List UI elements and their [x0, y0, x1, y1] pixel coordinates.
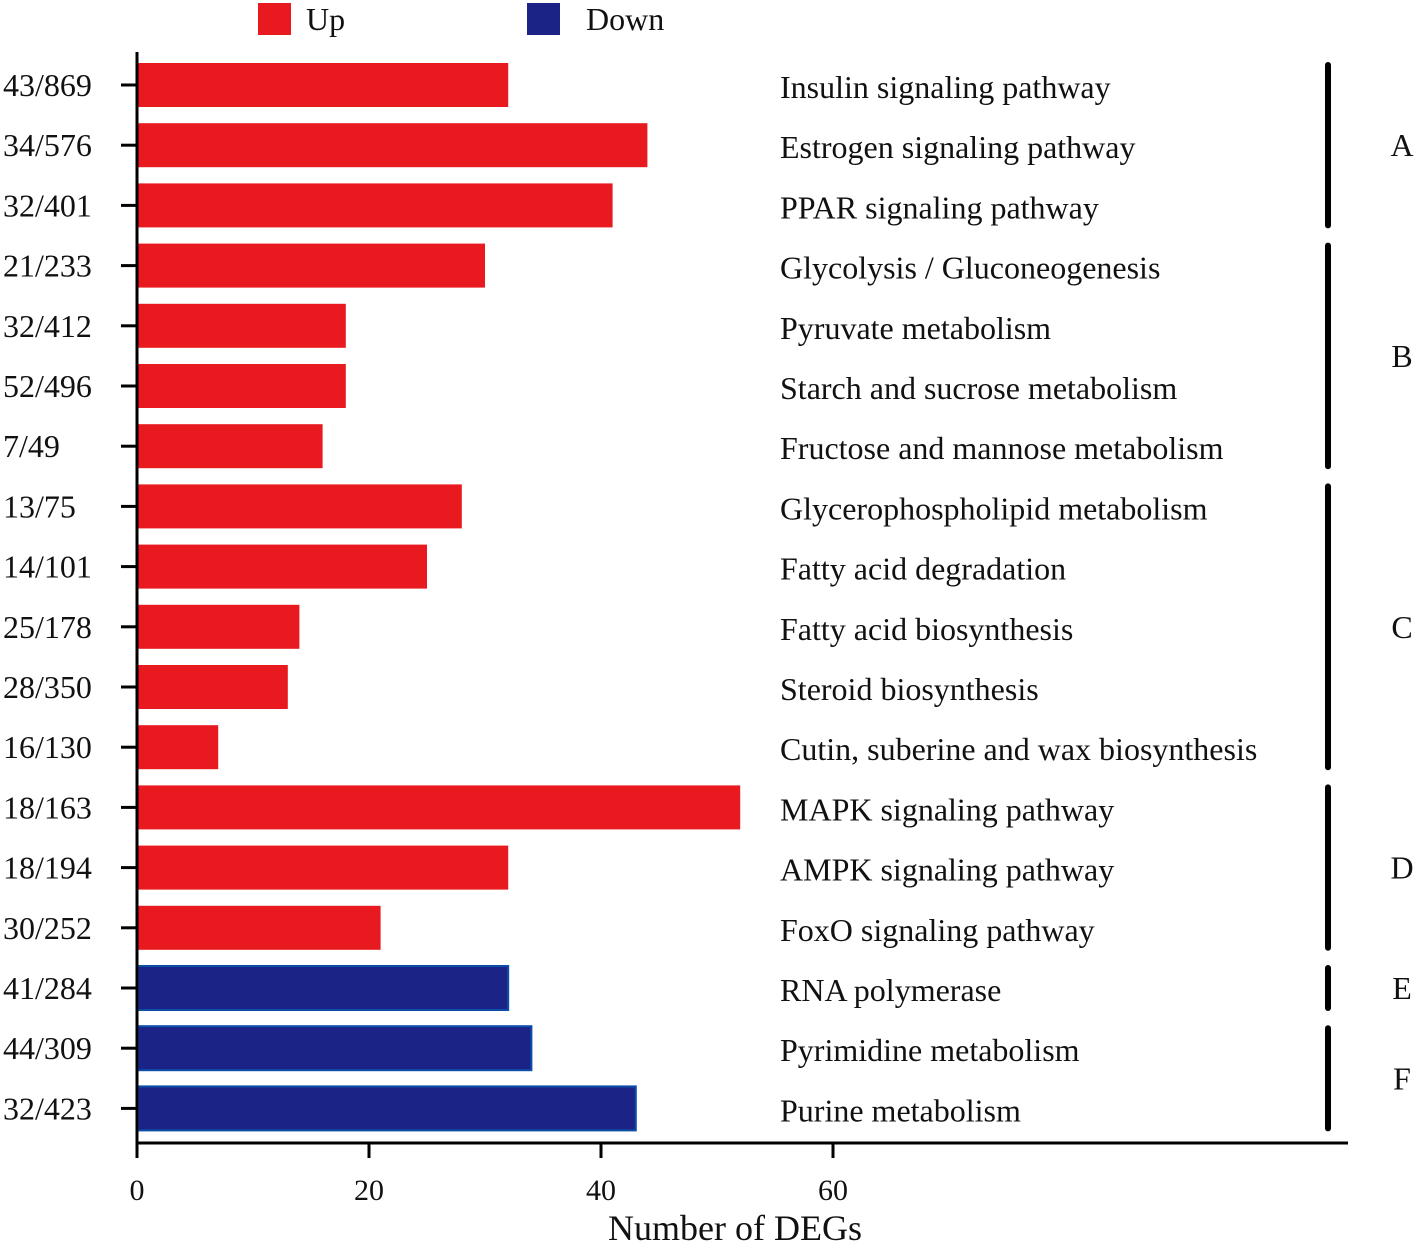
bar — [138, 604, 300, 649]
legend-label-up: Up — [306, 1, 345, 37]
ratio-label: 34/576 — [3, 127, 92, 163]
axes — [121, 52, 1348, 1145]
bar — [138, 424, 323, 469]
bar — [138, 905, 381, 950]
ratio-label: 41/284 — [3, 970, 92, 1006]
ratio-label: 30/252 — [3, 910, 92, 946]
pathway-label: AMPK signaling pathway — [780, 852, 1114, 888]
pathway-label: MAPK signaling pathway — [780, 791, 1114, 827]
x-ticks: 0 20 40 60 — [130, 1143, 848, 1207]
x-tick-label: 20 — [354, 1174, 384, 1207]
pathway-label: Estrogen signaling pathway — [780, 129, 1135, 165]
pathway-label: Steroid biosynthesis — [780, 671, 1039, 707]
ratio-label: 16/130 — [3, 729, 92, 765]
ratio-label: 18/163 — [3, 789, 92, 825]
ratio-label: 25/178 — [3, 609, 92, 645]
bar — [138, 845, 509, 890]
legend: Up Down — [258, 1, 664, 37]
pathway-label: Fructose and mannose metabolism — [780, 430, 1224, 466]
x-tick-label: 60 — [818, 1174, 848, 1207]
bar — [138, 63, 509, 107]
x-tick-label: 40 — [586, 1174, 616, 1207]
pathway-labels: Insulin signaling pathway Estrogen signal… — [780, 69, 1257, 1128]
pathway-label: Insulin signaling pathway — [780, 69, 1111, 105]
pathway-label: PPAR signaling pathway — [780, 189, 1099, 225]
bar — [138, 484, 462, 529]
group-label-a: A — [1390, 127, 1413, 163]
bar — [137, 1025, 533, 1072]
pathway-label: Purine metabolism — [780, 1092, 1021, 1128]
ratio-label: 28/350 — [3, 669, 92, 705]
pathway-label: Glycolysis / Gluconeogenesis — [780, 250, 1160, 286]
group-label-d: D — [1390, 850, 1413, 886]
group-label-c: C — [1391, 609, 1412, 645]
ratio-label: 18/194 — [3, 850, 92, 886]
ratio-label: 32/401 — [3, 187, 92, 223]
bar — [138, 303, 346, 348]
ratio-label: 21/233 — [3, 248, 92, 284]
ratio-label: 52/496 — [3, 368, 92, 404]
pathway-label: FoxO signaling pathway — [780, 912, 1095, 948]
ratio-label: 13/75 — [3, 488, 76, 524]
legend-label-down: Down — [586, 1, 664, 37]
ratio-label: 44/309 — [3, 1030, 92, 1066]
group-brackets: A B C D E F — [1325, 62, 1414, 1132]
pathway-label: Cutin, suberine and wax biosynthesis — [780, 731, 1257, 767]
ratio-label: 43/869 — [3, 67, 92, 103]
x-axis-title: Number of DEGs — [608, 1208, 862, 1247]
pathway-label: Glycerophospholipid metabolism — [780, 490, 1208, 526]
bars — [137, 63, 741, 1132]
ratio-label: 32/423 — [3, 1090, 92, 1126]
group-label-f: F — [1393, 1060, 1411, 1096]
pathway-label: Pyruvate metabolism — [780, 310, 1051, 346]
bar — [138, 665, 288, 709]
bar — [138, 725, 219, 770]
bar — [138, 123, 648, 168]
ratio-label: 14/101 — [3, 549, 92, 585]
bar — [138, 544, 427, 589]
pathway-label: Fatty acid degradation — [780, 551, 1066, 587]
bar — [137, 1085, 637, 1132]
bar — [137, 965, 510, 1011]
bar — [138, 364, 346, 408]
legend-swatch-down — [527, 3, 560, 35]
pathway-label: Starch and sucrose metabolism — [780, 370, 1177, 406]
x-tick-label: 0 — [130, 1174, 145, 1207]
ratio-label: 7/49 — [3, 428, 60, 464]
pathway-label: Fatty acid biosynthesis — [780, 611, 1073, 647]
legend-swatch-up — [258, 3, 291, 35]
bar — [138, 243, 485, 288]
bar — [138, 183, 613, 228]
row-labels: 43/869 34/576 32/401 21/233 32/412 52/496 7/49… — [3, 67, 92, 1126]
ratio-label: 32/412 — [3, 308, 92, 344]
group-label-b: B — [1391, 338, 1412, 374]
pathway-label: RNA polymerase — [780, 972, 1001, 1008]
group-label-e: E — [1392, 970, 1412, 1006]
pathway-label: Pyrimidine metabolism — [780, 1032, 1080, 1068]
bar — [138, 785, 741, 830]
